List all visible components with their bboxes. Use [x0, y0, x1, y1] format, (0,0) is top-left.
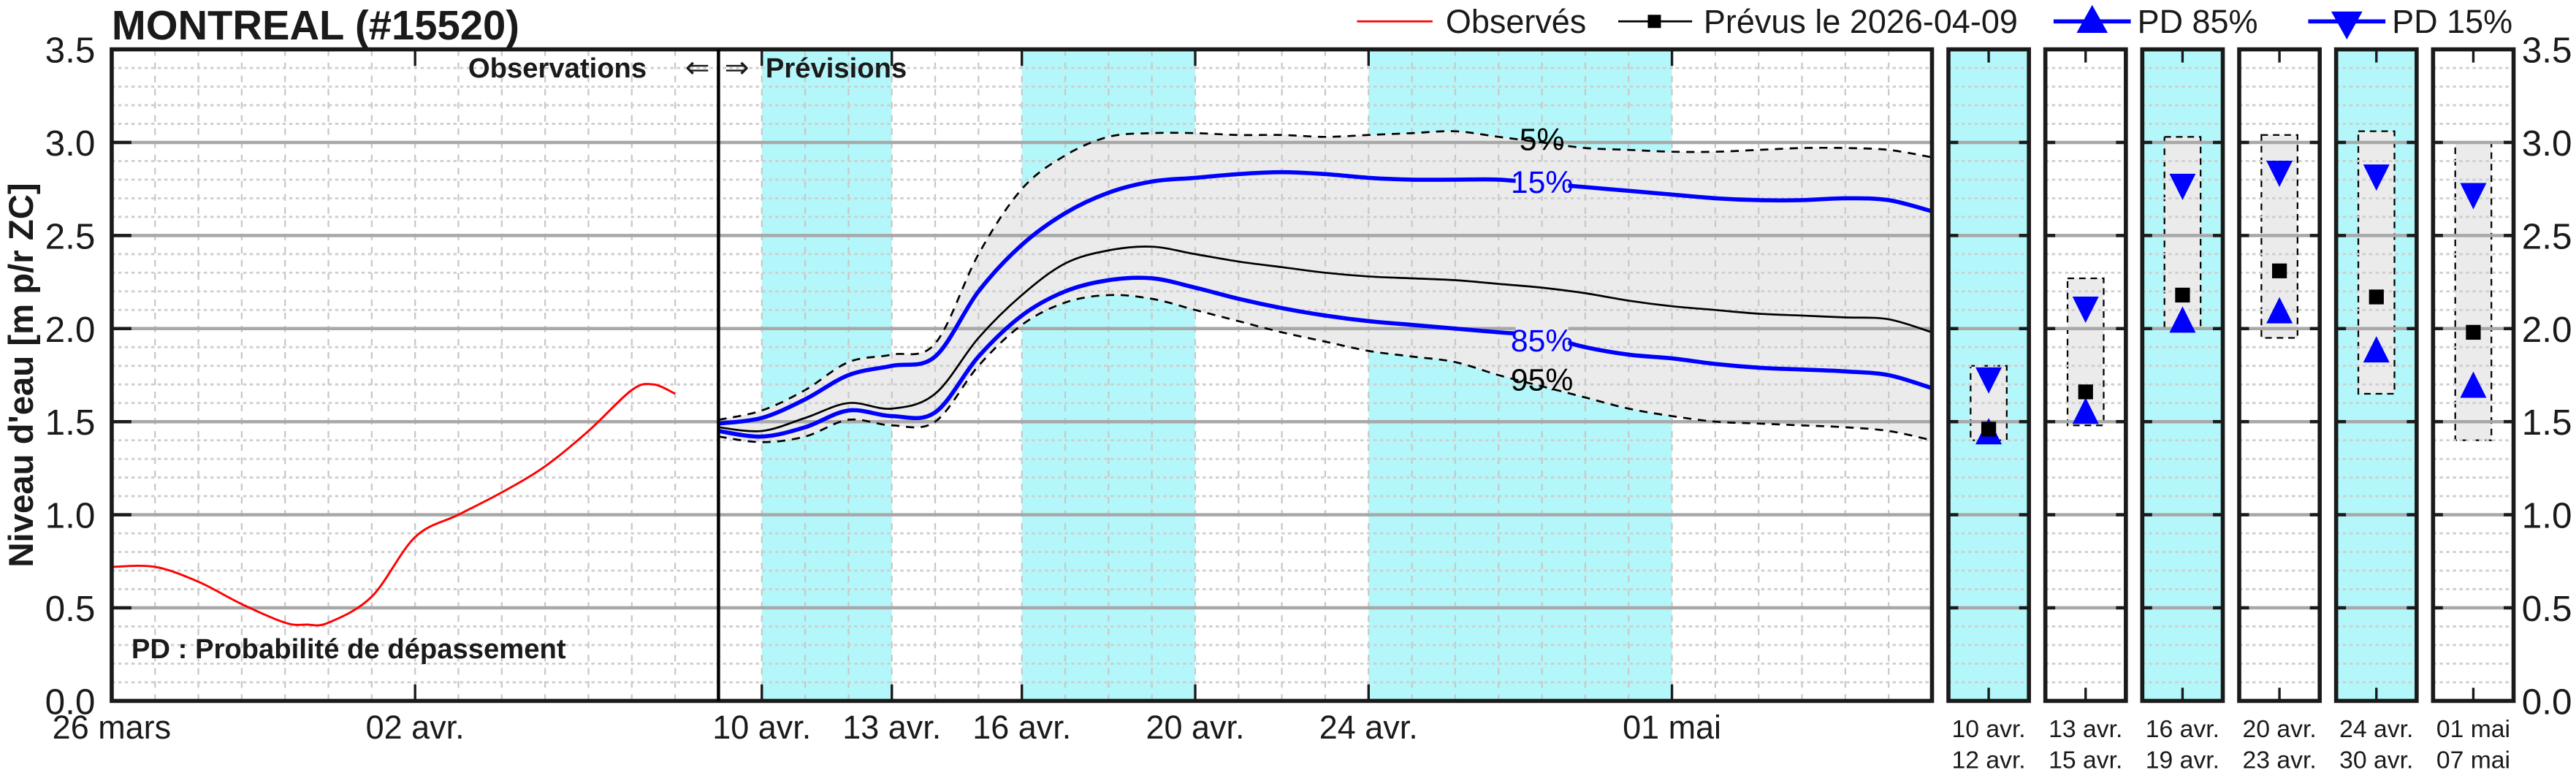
y-tick-label-right: 3.5 [2522, 31, 2572, 71]
median-forecast-line [718, 245, 1932, 432]
pd85-line [718, 275, 1933, 439]
pd15-triangle-down-icon [2460, 183, 2487, 210]
period-panel: 01 mai 07 mai [2431, 47, 2516, 770]
pd85-triangle-up-icon [2169, 306, 2196, 333]
panel-end-label: 30 avr. [2339, 747, 2413, 770]
pd15-line [718, 169, 1933, 426]
median-square-marker [2078, 384, 2093, 400]
panel-start-label: 10 avr. [1951, 715, 2025, 743]
panel-end-label: 15 avr. [2049, 747, 2122, 770]
contour-label-p95: 95% [1511, 362, 1574, 397]
panel-end-label: 19 avr. [2146, 747, 2219, 770]
panel-end-label: 23 avr. [2242, 747, 2316, 770]
x-tick-label: 20 avr. [1146, 709, 1245, 746]
y-tick-label-right: 1.0 [2522, 496, 2572, 536]
y-tick-label-right: 0.0 [2522, 682, 2572, 722]
panel-end-label: 07 mai [2436, 747, 2510, 770]
median-square-marker [2271, 263, 2287, 278]
y-tick-label-right: 0.5 [2522, 589, 2572, 629]
main-plot: 5% 15% 85%95% [110, 47, 1935, 704]
panel-end-label: 12 avr. [1951, 747, 2025, 770]
y-tick-label-left: 2.5 [45, 216, 96, 256]
panel-start-label: 13 avr. [2049, 715, 2122, 743]
y-tick-label-left: 0.0 [45, 682, 96, 722]
axes: 0.0 0.0 0.5 0.5 1.0 1.0 1.5 1.5 2.0 2.0 2.5 2.5 3.0 3… [45, 31, 2572, 747]
y-tick-label-left: 3.5 [45, 31, 96, 71]
y-tick-label-left: 1.5 [45, 403, 96, 443]
contour-label-background [1515, 321, 1569, 355]
contour-label-background [1515, 163, 1569, 197]
pd15-triangle-down-icon [2363, 164, 2390, 191]
median-square-marker [2369, 289, 2384, 305]
y-tick-label-left: 1.0 [45, 496, 96, 536]
pd15-triangle-down-icon [2266, 160, 2293, 188]
arrow-right-icon: ⇒ [725, 50, 750, 84]
pd85-triangle-up-icon [2363, 336, 2390, 363]
contour-label-p85: 85% [1511, 324, 1574, 359]
pd-note: PD : Probabilité de dépassement [132, 633, 566, 665]
x-tick-label: 02 avr. [366, 709, 465, 746]
x-tick-label: 24 avr. [1319, 709, 1418, 746]
p95-line [718, 294, 1932, 443]
observations-label: Observations [468, 53, 647, 84]
period-panel: 16 avr. 19 avr. [2140, 47, 2225, 770]
y-tick-label-right: 1.5 [2522, 403, 2572, 443]
period-panels: 10 avr. 12 avr. 13 avr. 15 avr. 16 avr. 19 av… [1946, 47, 2516, 770]
p5-line [718, 130, 1932, 421]
legend-pd15-label: PD 15% [2392, 3, 2512, 40]
y-axis-label: Niveau d'eau [m p/r ZC] [2, 183, 41, 567]
pd15-triangle-down-icon [2072, 296, 2099, 324]
contour-label-p5: 5% [1520, 123, 1565, 158]
observed-line [111, 383, 676, 627]
pd15-triangle-down-icon [1975, 367, 2003, 394]
pd85-triangle-up-icon [2266, 297, 2293, 324]
median-square-marker [2175, 287, 2190, 303]
panel-start-label: 01 mai [2436, 715, 2510, 743]
chart-title: MONTREAL (#15520) [112, 2, 519, 48]
median-square-marker [2466, 324, 2481, 340]
legend-forecast-square-icon [1647, 15, 1661, 28]
pd85-triangle-up-icon [2460, 371, 2487, 398]
period-panel: 20 avr. 23 avr. [2237, 47, 2322, 770]
panel-start-label: 16 avr. [2146, 715, 2219, 743]
panel-start-label: 20 avr. [2242, 715, 2316, 743]
y-tick-label-left: 0.5 [45, 589, 96, 629]
legend: Observés Prévus le 2026-04-09 PD 85% PD … [1357, 3, 2512, 40]
period-panel: 13 avr. 15 avr. [2043, 47, 2128, 770]
previsions-label: Prévisions [766, 53, 907, 84]
median-square-marker [1981, 422, 1997, 437]
y-tick-label-left: 3.0 [45, 123, 96, 164]
x-tick-label: 26 mars [53, 709, 171, 746]
legend-pd85-label: PD 85% [2138, 3, 2258, 40]
y-tick-label-right: 3.0 [2522, 123, 2572, 164]
x-tick-label: 16 avr. [972, 709, 1071, 746]
arrow-left-icon: ⇐ [685, 50, 710, 84]
y-tick-label-right: 2.5 [2522, 216, 2572, 256]
y-tick-label-right: 2.0 [2522, 310, 2572, 350]
legend-forecast-label: Prévus le 2026-04-09 [1704, 3, 2018, 40]
legend-triangle-down-icon [2331, 11, 2363, 40]
x-tick-label: 10 avr. [712, 709, 811, 746]
x-tick-label: 01 mai [1623, 709, 1721, 746]
y-tick-label-left: 2.0 [45, 310, 96, 350]
x-tick-label: 13 avr. [842, 709, 941, 746]
legend-observed-label: Observés [1446, 3, 1586, 40]
panel-start-label: 24 avr. [2339, 715, 2413, 743]
pd15-triangle-down-icon [2169, 173, 2196, 200]
pd85-triangle-up-icon [2072, 397, 2099, 424]
legend-triangle-up-icon [2076, 4, 2108, 34]
contour-label-p15: 15% [1511, 165, 1574, 200]
period-panel: 10 avr. 12 avr. [1946, 47, 2031, 770]
period-panel: 24 avr. 30 avr. [2333, 47, 2419, 770]
